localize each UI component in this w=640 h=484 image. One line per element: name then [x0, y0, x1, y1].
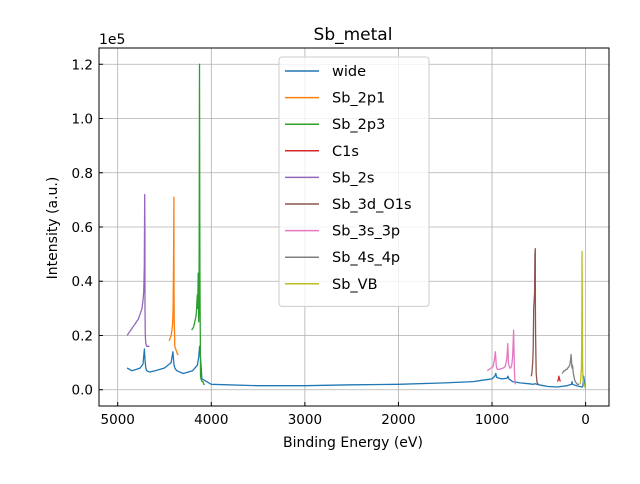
- series-line-c1s: [556, 375, 561, 382]
- series-line-sb-2p3: [191, 63, 205, 385]
- x-tick-label: 3000: [288, 412, 322, 428]
- x-axis-ticks: 5000 4000 3000 2000 1000 0: [101, 402, 590, 428]
- x-axis-label: Binding Energy (eV): [283, 435, 423, 451]
- x-tick-label: 5000: [101, 412, 135, 428]
- legend-label: Sb_2s: [332, 170, 374, 186]
- y-tick-label: 0.6: [72, 220, 93, 236]
- legend: wide Sb_2p1 Sb_2p3 C1s Sb_2s Sb_3d_O1s Sb_3s_3…: [278, 56, 430, 307]
- y-tick-label: 0.0: [72, 383, 93, 399]
- series-line-sb-3d-o1s: [530, 248, 539, 385]
- legend-label: Sb_VB: [332, 277, 378, 293]
- legend-label: Sb_3d_O1s: [332, 197, 412, 213]
- x-tick-label: 4000: [194, 412, 228, 428]
- legend-box: [278, 56, 430, 307]
- series-line-sb-4s-4p: [561, 353, 580, 385]
- legend-label: Sb_2p3: [332, 117, 385, 133]
- y-axis-offset-label: 1e5: [99, 32, 125, 48]
- y-axis-ticks: 0.0 0.2 0.4 0.6 0.8 1.0 1.2: [72, 57, 103, 399]
- y-tick-label: 1.0: [72, 112, 93, 128]
- y-tick-label: 0.8: [72, 166, 93, 182]
- series-line-sb-2p1: [168, 196, 179, 356]
- y-tick-label: 0.4: [72, 274, 93, 290]
- plot-series: [126, 63, 587, 389]
- legend-label: C1s: [332, 144, 359, 160]
- series-line-sb-2s: [126, 193, 150, 347]
- legend-label: Sb_3s_3p: [332, 224, 400, 240]
- x-tick-label: 1000: [475, 412, 509, 428]
- series-line-wide: [126, 345, 587, 389]
- series-line-sb-3s-3p: [486, 329, 517, 385]
- y-axis-label: Intensity (a.u.): [45, 177, 61, 280]
- x-tick-label: 0: [581, 412, 590, 428]
- x-tick-label: 2000: [381, 412, 415, 428]
- y-tick-label: 0.2: [72, 328, 93, 344]
- legend-label: Sb_2p1: [332, 91, 385, 107]
- chart-title: Sb_metal: [314, 25, 393, 45]
- series-line-sb-vb: [579, 250, 587, 389]
- legend-label: wide: [332, 64, 366, 80]
- y-tick-label: 1.2: [72, 57, 93, 73]
- legend-label: Sb_4s_4p: [332, 250, 400, 266]
